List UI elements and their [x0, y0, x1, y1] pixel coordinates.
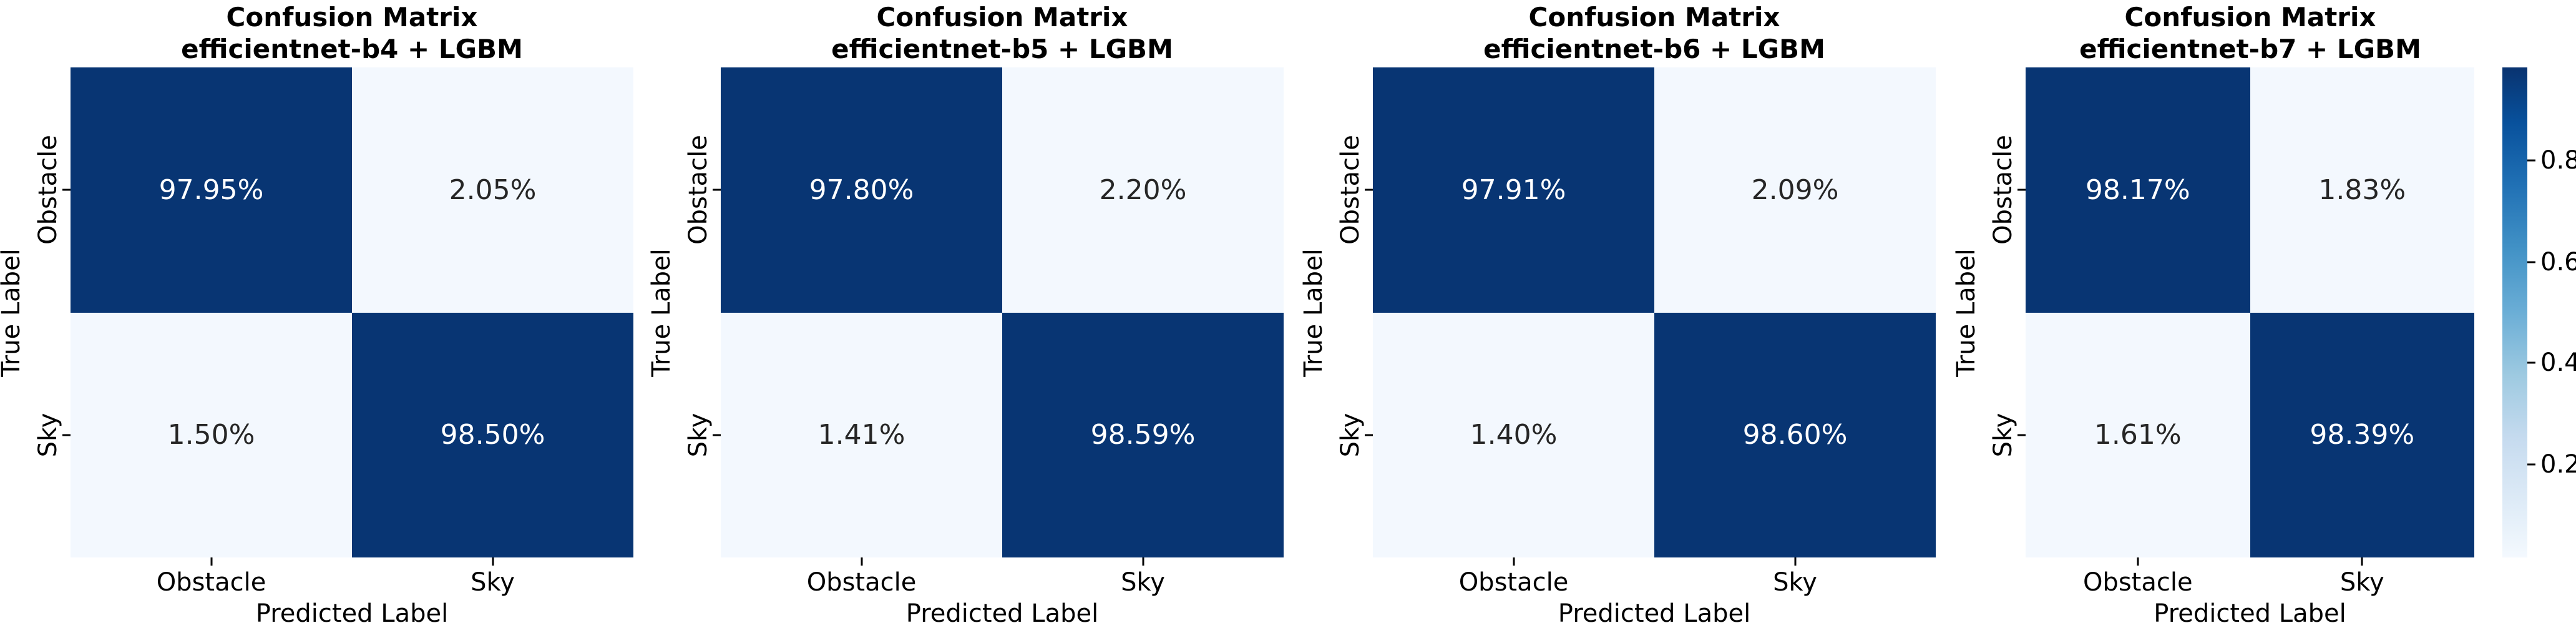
- x-axis-label: Predicted Label: [1558, 599, 1751, 628]
- cell-value: 1.41%: [817, 419, 905, 451]
- y-tick-mark-obstacle: [62, 189, 71, 191]
- heatmap: 98.17% 1.83% 1.61% 98.39% Obstacle Sky P…: [1952, 67, 2474, 628]
- heatmap: 97.80% 2.20% 1.41% 98.59% Obstacle Sky P…: [647, 67, 1284, 628]
- cell-true-obstacle-pred-obstacle: 98.17%: [2026, 67, 2250, 313]
- cell-value: 98.39%: [2310, 419, 2415, 451]
- x-tick-mark-sky: [2361, 557, 2363, 566]
- cell-true-obstacle-pred-obstacle: 97.91%: [1373, 67, 1654, 313]
- panel-title-line-2: efficientnet-b6 + LGBM: [1483, 34, 1825, 64]
- cell-value: 98.17%: [2085, 174, 2190, 206]
- cell-true-obstacle-pred-sky: 2.20%: [1002, 67, 1284, 313]
- x-tick-mark-obstacle: [1513, 557, 1515, 566]
- x-tick-label-obstacle: Obstacle: [1458, 568, 1569, 597]
- cell-value: 97.80%: [809, 174, 914, 206]
- panel-title-line-1: Confusion Matrix: [226, 2, 478, 32]
- cell-true-sky-pred-sky: 98.50%: [352, 312, 633, 557]
- panel-title: Confusion Matrix efficientnet-b7 + LGBM: [2079, 1, 2421, 65]
- cell-value: 2.09%: [1751, 174, 1839, 206]
- panel-title-line-1: Confusion Matrix: [2124, 2, 2376, 32]
- confusion-matrix-panel-b7: Confusion Matrix efficientnet-b7 + LGBM …: [1932, 0, 2576, 628]
- x-axis-label: Predicted Label: [2154, 599, 2346, 628]
- cell-true-sky-pred-obstacle: 1.61%: [2026, 312, 2250, 557]
- x-tick-label-obstacle: Obstacle: [156, 568, 266, 597]
- y-tick-mark-obstacle: [1365, 189, 1373, 191]
- panel-title-line-1: Confusion Matrix: [876, 2, 1128, 32]
- x-tick-mark-obstacle: [861, 557, 862, 566]
- cell-true-sky-pred-obstacle: 1.40%: [1373, 312, 1654, 557]
- cell-true-obstacle-pred-sky: 1.83%: [2250, 67, 2474, 313]
- x-tick-label-sky: Sky: [2339, 568, 2384, 597]
- x-tick-label-sky: Sky: [471, 568, 515, 597]
- cell-value: 98.59%: [1090, 419, 1196, 451]
- colorbar-tick-label-0.8: 0.8: [2540, 146, 2576, 175]
- cell-value: 2.20%: [1099, 174, 1187, 206]
- x-tick-mark-sky: [1794, 557, 1796, 566]
- panel-title: Confusion Matrix efficientnet-b4 + LGBM: [181, 1, 523, 65]
- y-tick-mark-obstacle: [713, 189, 721, 191]
- cell-value: 1.61%: [2094, 419, 2182, 451]
- x-tick-mark-sky: [492, 557, 494, 566]
- y-tick-mark-sky: [1365, 434, 1373, 436]
- colorbar-tick-mark-0.6: [2527, 261, 2535, 263]
- cell-value: 1.83%: [2318, 174, 2406, 206]
- colorbar-tick-mark-0.2: [2527, 463, 2535, 466]
- cell-value: 2.05%: [449, 174, 537, 206]
- panel-title-line-2: efficientnet-b7 + LGBM: [2079, 34, 2421, 64]
- cell-true-sky-pred-obstacle: 1.41%: [721, 312, 1002, 557]
- cell-true-sky-pred-obstacle: 1.50%: [71, 312, 352, 557]
- cell-true-sky-pred-sky: 98.39%: [2250, 312, 2474, 557]
- confusion-matrix-panel-b6: Confusion Matrix efficientnet-b6 + LGBM …: [1288, 0, 1936, 628]
- x-tick-mark-sky: [1142, 557, 1144, 566]
- colorbar-tick-mark-0.8: [2527, 159, 2535, 162]
- y-tick-mark-obstacle: [2017, 189, 2026, 191]
- panel-title-line-1: Confusion Matrix: [1528, 2, 1780, 32]
- colorbar: 0.8 0.6 0.4 0.2: [2502, 67, 2576, 557]
- x-tick-mark-obstacle: [2137, 557, 2139, 566]
- cell-true-sky-pred-sky: 98.59%: [1002, 312, 1284, 557]
- colorbar-tick-label-0.6: 0.6: [2540, 247, 2576, 277]
- x-tick-mark-obstacle: [210, 557, 212, 566]
- cell-true-obstacle-pred-sky: 2.05%: [352, 67, 633, 313]
- cell-true-obstacle-pred-obstacle: 97.80%: [721, 67, 1002, 313]
- panel-title: Confusion Matrix efficientnet-b6 + LGBM: [1483, 1, 1825, 65]
- heatmap: 97.91% 2.09% 1.40% 98.60% Obstacle Sky P…: [1299, 67, 1936, 628]
- y-tick-mark-sky: [713, 434, 721, 436]
- panel-title-line-2: efficientnet-b5 + LGBM: [831, 34, 1173, 64]
- y-tick-mark-sky: [2017, 434, 2026, 436]
- colorbar-tick-label-0.2: 0.2: [2540, 449, 2576, 479]
- x-tick-label-sky: Sky: [1773, 568, 1817, 597]
- cell-true-obstacle-pred-obstacle: 97.95%: [71, 67, 352, 313]
- cell-value: 97.91%: [1461, 174, 1566, 206]
- cell-true-obstacle-pred-sky: 2.09%: [1654, 67, 1936, 313]
- x-axis-label: Predicted Label: [905, 599, 1099, 628]
- y-tick-mark-sky: [62, 434, 71, 436]
- cell-value: 98.50%: [440, 419, 545, 451]
- cell-true-sky-pred-sky: 98.60%: [1654, 312, 1936, 557]
- confusion-matrix-panel-b4: Confusion Matrix efficientnet-b4 + LGBM …: [0, 0, 644, 628]
- x-tick-label-obstacle: Obstacle: [806, 568, 917, 597]
- x-axis-label: Predicted Label: [255, 599, 449, 628]
- x-tick-label-obstacle: Obstacle: [2082, 568, 2193, 597]
- colorbar-tick-mark-0.4: [2527, 361, 2535, 364]
- x-tick-label-sky: Sky: [1121, 568, 1165, 597]
- panel-title-line-2: efficientnet-b4 + LGBM: [181, 34, 523, 64]
- confusion-matrix-panel-b5: Confusion Matrix efficientnet-b5 + LGBM …: [644, 0, 1288, 628]
- heatmap: 97.95% 2.05% 1.50% 98.50% Obstacle Sky P…: [0, 67, 633, 628]
- cell-value: 1.50%: [167, 419, 255, 451]
- cell-value: 98.60%: [1742, 419, 1848, 451]
- cell-value: 1.40%: [1470, 419, 1558, 451]
- panel-title: Confusion Matrix efficientnet-b5 + LGBM: [831, 1, 1173, 65]
- cell-value: 97.95%: [159, 174, 264, 206]
- colorbar-tick-label-0.4: 0.4: [2540, 348, 2576, 378]
